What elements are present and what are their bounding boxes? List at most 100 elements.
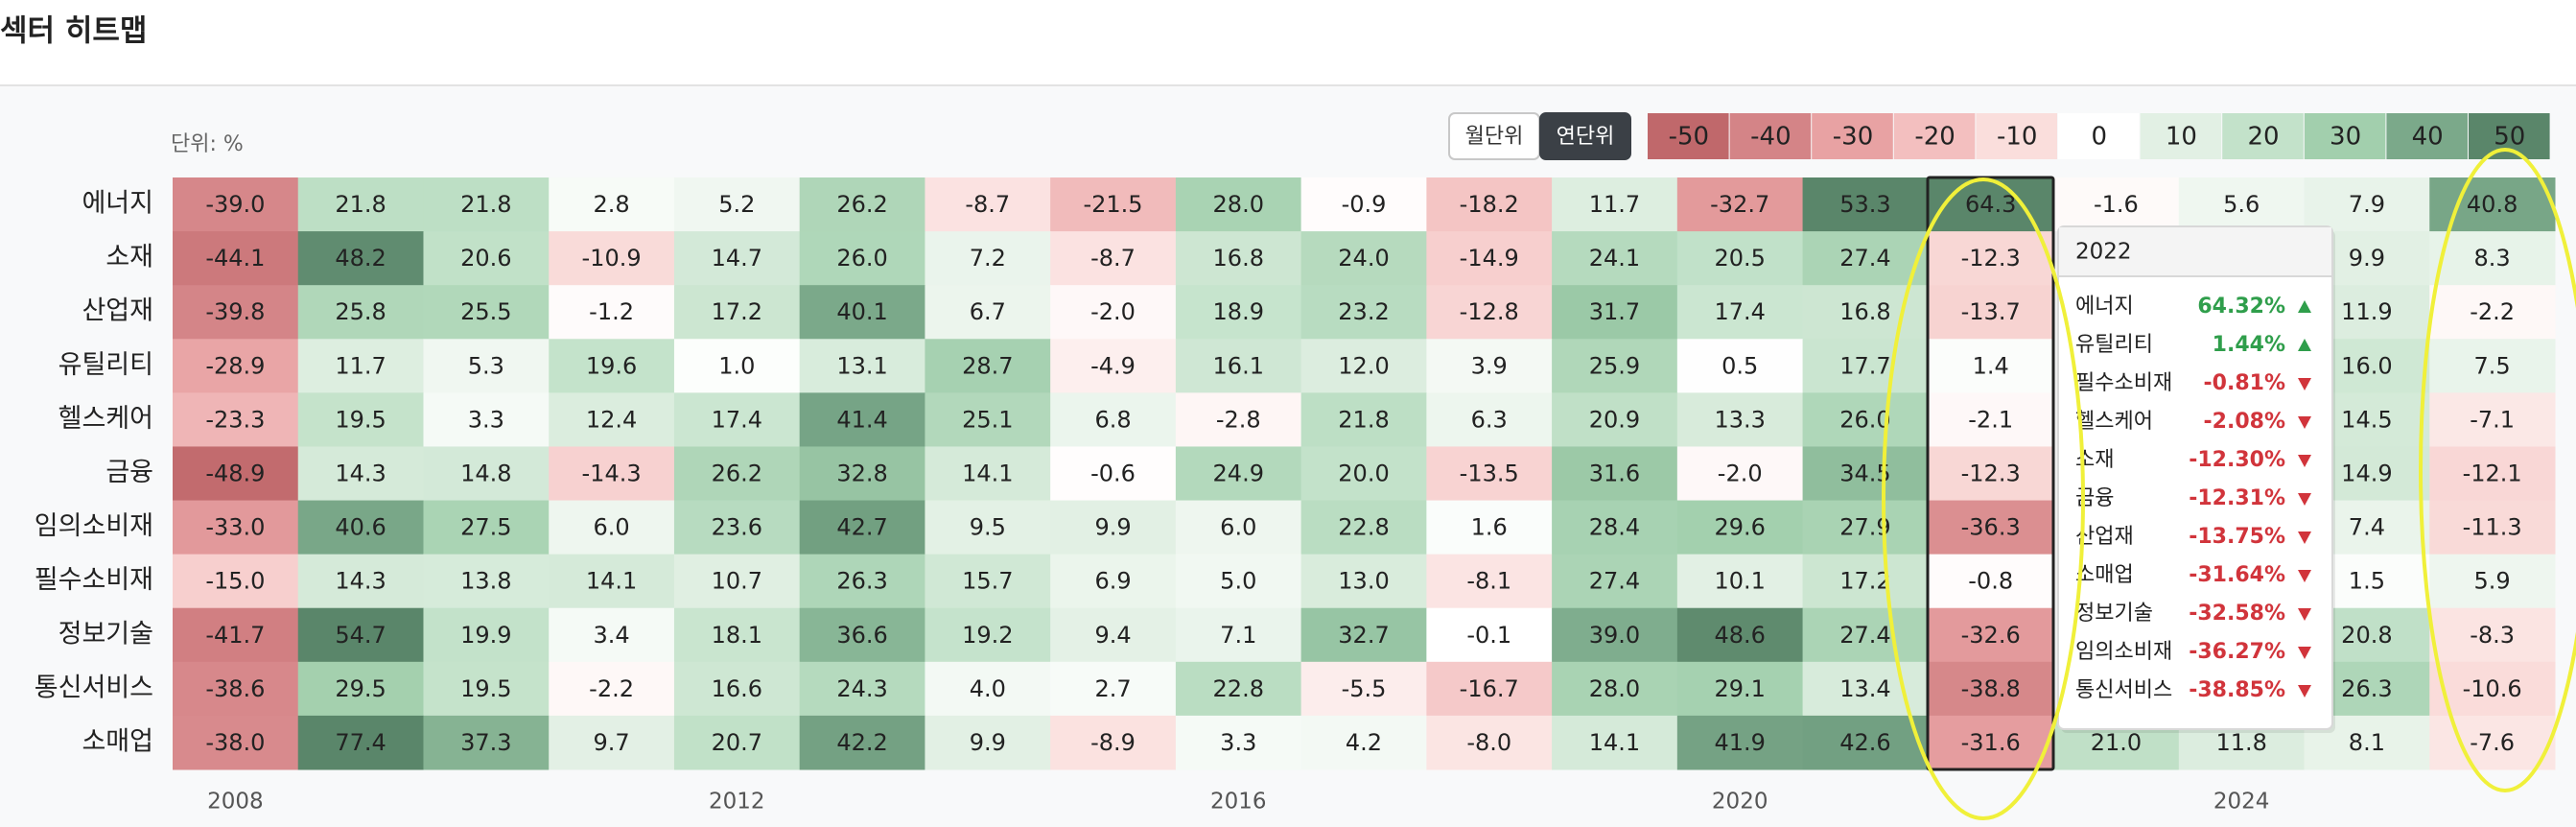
- tooltip-item-value: -36.27%: [2189, 640, 2285, 664]
- x-tick-label: 2008: [207, 790, 264, 815]
- tooltip-item-name: 헬스케어: [2075, 410, 2153, 434]
- cell-value-label: 28.0: [1589, 675, 1640, 702]
- heatmap-cell: [1928, 339, 2054, 393]
- heatmap-cell: [1802, 715, 1929, 770]
- cell-value-label: 29.6: [1714, 514, 1765, 541]
- cell-value-label: 26.3: [836, 568, 887, 595]
- heatmap-cell: [297, 607, 424, 663]
- tooltip-item-value: -38.85%: [2189, 678, 2285, 702]
- heatmap-cell: [1426, 554, 1553, 609]
- toggle-button[interactable]: [1539, 112, 1631, 160]
- cell-value-label: 2.8: [593, 191, 629, 218]
- heatmap-cell: [1300, 607, 1427, 663]
- cell-value-label: 11.8: [2215, 729, 2266, 756]
- cell-value-label: -32.6: [1961, 622, 2021, 649]
- heatmap-cell: [297, 177, 424, 232]
- cell-value-label: 16.6: [712, 675, 762, 702]
- cell-value-label: -39.0: [205, 191, 265, 218]
- heatmap-cell: [1676, 446, 1804, 502]
- row-label: 금융: [105, 458, 153, 487]
- toggle-button-label[interactable]: 월단위: [1465, 125, 1524, 149]
- legend-label: 10: [2166, 123, 2197, 152]
- heatmap-cell: [297, 231, 424, 286]
- heatmap-cell: [1676, 661, 1804, 717]
- heatmap-cell: [799, 339, 925, 393]
- tooltip-item-name: 에너지: [2075, 295, 2134, 319]
- cell-value-label: 1.0: [718, 352, 755, 379]
- heatmap-cell: [297, 715, 424, 770]
- cell-value-label: 25.1: [962, 406, 1013, 433]
- cell-value-label: 19.5: [460, 675, 511, 702]
- heatmap-cell: [925, 554, 1051, 609]
- tooltip-item-name: 산업재: [2075, 525, 2134, 549]
- legend-swatch: [2304, 113, 2386, 159]
- cell-value-label: 5.0: [1220, 568, 1256, 595]
- heatmap-cell: [1050, 554, 1177, 609]
- cell-value-label: 53.3: [1839, 191, 1890, 218]
- cell-value-label: 7.9: [2349, 191, 2385, 218]
- heatmap-cell: [1426, 285, 1553, 340]
- legend-label: -10: [1997, 123, 2037, 152]
- legend-label: 20: [2247, 123, 2279, 152]
- heatmap-cell: [2429, 339, 2556, 393]
- cell-value-label: 8.1: [2349, 729, 2385, 756]
- heatmap-cell: [1552, 231, 1678, 286]
- cell-value-label: 12.4: [586, 406, 637, 433]
- cell-value-label: 20.7: [712, 729, 762, 756]
- row-label: 임의소비재: [35, 511, 153, 541]
- heatmap-cell: [799, 607, 925, 663]
- cell-value-label: -31.6: [1961, 729, 2021, 756]
- cell-value-label: 23.6: [712, 514, 762, 541]
- cell-value-label: -21.5: [1083, 191, 1142, 218]
- cell-value-label: -0.1: [1466, 622, 1511, 649]
- cell-value-label: 40.8: [2467, 191, 2517, 218]
- heatmap-cell: [1050, 715, 1177, 770]
- cell-value-label: -12.8: [1460, 298, 1519, 325]
- heatmap-cell: [1050, 661, 1177, 717]
- heatmap-cell: [1426, 607, 1553, 663]
- heatmap-cell: [925, 392, 1051, 447]
- cell-value-label: 16.1: [1213, 352, 1264, 379]
- cell-value-label: -38.8: [1961, 675, 2021, 702]
- cell-value-label: 42.7: [836, 514, 887, 541]
- heatmap-cell: [1050, 500, 1177, 555]
- cell-value-label: 40.1: [836, 298, 887, 325]
- cell-value-label: 6.0: [1220, 514, 1256, 541]
- cell-value-label: 25.5: [460, 298, 511, 325]
- cell-value-label: 14.1: [962, 461, 1013, 487]
- heatmap-cell: [1050, 446, 1177, 502]
- heatmap-cell: [673, 285, 801, 340]
- heatmap-cell: [173, 177, 299, 232]
- cell-value-label: -12.3: [1961, 245, 2021, 272]
- heatmap-cell: [549, 446, 675, 502]
- heatmap-cell: [799, 661, 925, 717]
- heatmap-cell: [173, 661, 299, 717]
- cell-value-label: 16.0: [2341, 352, 2392, 379]
- cell-value-label: 4.2: [1346, 729, 1382, 756]
- heatmap-cell: [1426, 231, 1553, 286]
- annotation-ellipse: [1882, 177, 2085, 820]
- heatmap-cell: [549, 661, 675, 717]
- heatmap-cell: [673, 231, 801, 286]
- heatmap-cell: [2429, 446, 2556, 502]
- toggle-button-label[interactable]: 연단위: [1557, 125, 1615, 149]
- cell-value-label: 14.3: [335, 461, 386, 487]
- heatmap-cell: [1802, 500, 1929, 555]
- heatmap-cell: [1928, 392, 2054, 447]
- cell-value-label: -18.2: [1460, 191, 1519, 218]
- cell-value-label: 20.5: [1714, 245, 1765, 272]
- cell-value-label: 21.0: [2091, 729, 2142, 756]
- cell-value-label: -39.8: [205, 298, 265, 325]
- heatmap-cell: [799, 177, 925, 232]
- cell-value-label: 9.5: [970, 514, 1006, 541]
- legend-label: -50: [1669, 123, 1709, 152]
- cell-value-label: 27.4: [1839, 622, 1890, 649]
- heatmap-cell: [1175, 231, 1302, 286]
- heatmap-cell: [423, 392, 550, 447]
- tooltip-trend-arrow: [2298, 647, 2311, 659]
- unit-label: 단위: %: [171, 132, 244, 156]
- cell-value-label: -33.0: [205, 514, 265, 541]
- controls: 월단위 연단위: [1448, 112, 1631, 160]
- cell-value-label: -28.9: [205, 352, 265, 379]
